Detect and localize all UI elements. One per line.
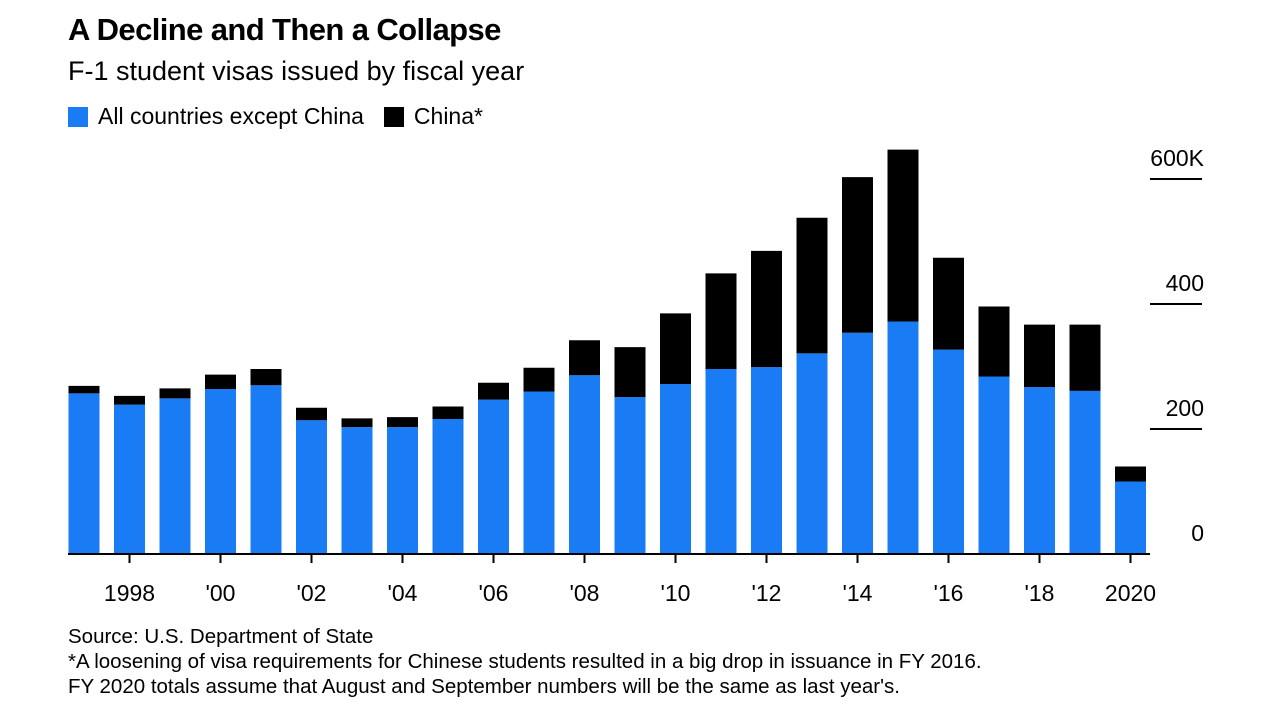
legend-swatch-other-countries [68, 106, 88, 127]
x-tick-label: '14 [843, 580, 873, 606]
bar-china-2013 [796, 217, 828, 354]
bar-china-2007 [523, 367, 555, 392]
bar-china-2004 [387, 417, 418, 428]
chart-title: A Decline and Then a Collapse [68, 12, 501, 47]
legend-label-china: China* [413, 103, 483, 129]
x-tick-label: '16 [934, 580, 964, 606]
source-note: Source: U.S. Department of State [68, 625, 374, 648]
bar-other-2001 [250, 385, 282, 554]
bar-china-2000 [205, 374, 236, 389]
bar-china-1999 [159, 388, 191, 399]
bar-china-2010 [660, 313, 691, 384]
bar-china-2001 [250, 369, 282, 386]
x-tick-label: '10 [661, 580, 691, 606]
bar-other-2016 [933, 349, 964, 554]
bar-other-2009 [614, 397, 646, 554]
y-tick-label: 400 [1166, 270, 1204, 296]
x-tick-label: '08 [570, 580, 600, 606]
bar-china-2014 [842, 177, 873, 333]
y-tick-label: 0 [1191, 520, 1204, 546]
bar-other-1998 [114, 404, 145, 554]
bar-other-1997 [68, 393, 100, 554]
y-tick-label: 600K [1150, 145, 1204, 171]
x-tick-label: '18 [1025, 580, 1055, 606]
bar-china-2006 [478, 382, 509, 400]
footnote-fy2020: FY 2020 totals assume that August and Se… [68, 675, 900, 698]
bar-other-2011 [705, 369, 737, 554]
bar-china-1998 [114, 395, 145, 405]
x-tick-label: '12 [752, 580, 782, 606]
bar-china-2011 [705, 273, 737, 369]
bar-china-2017 [978, 306, 1010, 377]
bar-china-2018 [1024, 324, 1055, 388]
x-tick-label: 1998 [104, 580, 155, 606]
bar-other-2012 [751, 367, 782, 554]
x-tick-label: '00 [206, 580, 236, 606]
bar-other-1999 [159, 398, 191, 554]
x-tick-label: 2020 [1105, 580, 1156, 606]
bar-other-2000 [205, 389, 236, 554]
bar-other-2018 [1024, 387, 1055, 554]
bar-china-2002 [296, 407, 327, 421]
bar-other-2004 [387, 427, 418, 554]
bar-other-2014 [842, 332, 873, 554]
bar-china-1997 [68, 385, 100, 394]
bar-other-2006 [478, 399, 509, 554]
bar-china-2005 [432, 406, 464, 419]
bar-china-2015 [887, 149, 919, 322]
x-tick-label: '06 [479, 580, 509, 606]
legend-label-other-countries: All countries except China [98, 103, 364, 129]
bar-other-2008 [569, 375, 600, 554]
legend-item-china: China* [383, 103, 483, 130]
bar-china-2003 [341, 418, 373, 428]
bar-other-2003 [341, 427, 373, 554]
x-tick-label: '02 [297, 580, 327, 606]
chart-subtitle: F-1 student visas issued by fiscal year [68, 56, 525, 86]
bar-china-2016 [933, 257, 964, 350]
bar-other-2005 [432, 419, 464, 554]
bar-china-2019 [1069, 324, 1101, 391]
bar-china-2008 [569, 340, 600, 376]
bar-other-2020 [1115, 481, 1146, 554]
bar-other-2010 [660, 384, 691, 554]
bar-china-2012 [751, 250, 782, 368]
chart-footer: Source: U.S. Department of State *A loos… [68, 624, 982, 699]
bar-other-2002 [296, 420, 327, 554]
legend: All countries except China China* [68, 103, 503, 130]
bar-other-2007 [523, 391, 555, 554]
y-tick-label: 200 [1166, 395, 1204, 421]
bar-other-2017 [978, 376, 1010, 554]
x-tick-label: '04 [388, 580, 418, 606]
bar-other-2015 [887, 321, 919, 554]
bar-china-2009 [614, 347, 646, 398]
footnote-china: *A loosening of visa requirements for Ch… [68, 650, 982, 673]
bar-other-2019 [1069, 390, 1101, 554]
bar-other-2013 [796, 353, 828, 554]
bar-china-2020 [1115, 466, 1146, 482]
legend-item-other-countries: All countries except China [68, 103, 364, 130]
legend-swatch-china [383, 106, 404, 127]
